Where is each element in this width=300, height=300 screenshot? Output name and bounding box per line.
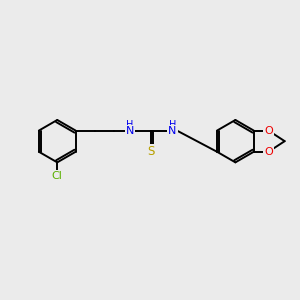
Text: O: O xyxy=(264,147,273,157)
Text: N: N xyxy=(126,126,134,136)
Text: O: O xyxy=(264,126,273,136)
Text: Cl: Cl xyxy=(52,171,63,181)
Text: H: H xyxy=(126,120,134,130)
Text: H: H xyxy=(169,120,176,130)
Text: N: N xyxy=(168,126,177,136)
Text: S: S xyxy=(148,145,155,158)
